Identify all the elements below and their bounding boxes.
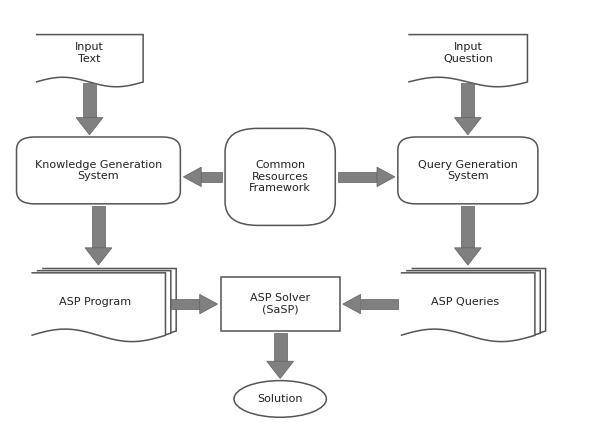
Polygon shape <box>199 294 218 314</box>
Text: Query Generation
System: Query Generation System <box>418 160 518 181</box>
Polygon shape <box>343 294 361 314</box>
Bar <box>361 299 398 309</box>
PathPatch shape <box>406 271 541 339</box>
PathPatch shape <box>401 273 535 341</box>
Bar <box>461 83 474 117</box>
Polygon shape <box>85 248 112 265</box>
Text: Input
Question: Input Question <box>443 42 493 64</box>
PathPatch shape <box>36 271 171 339</box>
Polygon shape <box>454 117 482 135</box>
Bar <box>171 299 199 309</box>
FancyBboxPatch shape <box>225 128 335 225</box>
PathPatch shape <box>32 273 165 341</box>
Polygon shape <box>76 117 103 135</box>
Polygon shape <box>184 167 201 187</box>
Bar <box>221 277 340 331</box>
Bar <box>83 83 96 117</box>
PathPatch shape <box>36 35 143 87</box>
Ellipse shape <box>234 381 326 417</box>
Bar <box>274 333 287 361</box>
Bar <box>92 206 105 248</box>
Bar <box>201 172 222 182</box>
PathPatch shape <box>42 268 176 337</box>
FancyBboxPatch shape <box>16 137 181 204</box>
Polygon shape <box>377 167 395 187</box>
Text: Solution: Solution <box>257 394 303 404</box>
Polygon shape <box>267 361 294 378</box>
Text: Common
Resources
Framework: Common Resources Framework <box>249 160 311 194</box>
Bar <box>338 172 377 182</box>
Text: ASP Solver
(SaSP): ASP Solver (SaSP) <box>250 293 310 315</box>
Text: Knowledge Generation
System: Knowledge Generation System <box>35 160 162 181</box>
FancyBboxPatch shape <box>398 137 538 204</box>
Bar <box>461 206 474 248</box>
Text: ASP Program: ASP Program <box>60 297 131 307</box>
PathPatch shape <box>412 268 545 337</box>
PathPatch shape <box>408 35 527 87</box>
Text: Input
Text: Input Text <box>75 42 104 64</box>
Text: ASP Queries: ASP Queries <box>431 297 499 307</box>
Polygon shape <box>454 248 482 265</box>
